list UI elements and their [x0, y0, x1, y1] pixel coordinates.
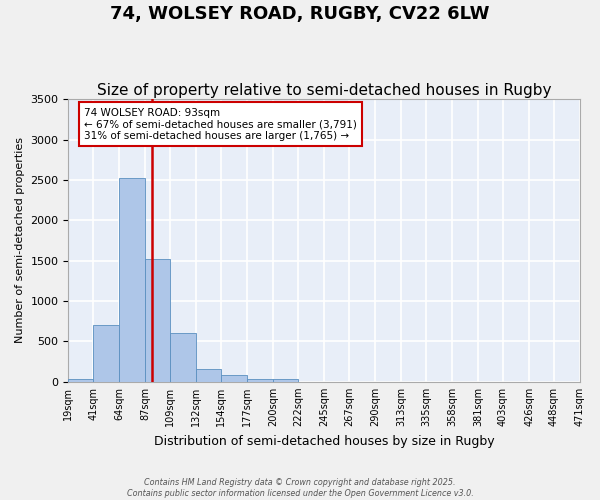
Text: 74 WOLSEY ROAD: 93sqm
← 67% of semi-detached houses are smaller (3,791)
31% of s: 74 WOLSEY ROAD: 93sqm ← 67% of semi-deta…	[84, 108, 356, 141]
Bar	[145, 259, 170, 382]
Bar	[68, 380, 93, 382]
Bar	[273, 380, 298, 382]
Bar	[221, 374, 247, 382]
Bar	[196, 369, 221, 382]
Text: Contains HM Land Registry data © Crown copyright and database right 2025.
Contai: Contains HM Land Registry data © Crown c…	[127, 478, 473, 498]
Text: 74, WOLSEY ROAD, RUGBY, CV22 6LW: 74, WOLSEY ROAD, RUGBY, CV22 6LW	[110, 5, 490, 23]
Bar	[247, 378, 273, 382]
X-axis label: Distribution of semi-detached houses by size in Rugby: Distribution of semi-detached houses by …	[154, 434, 494, 448]
Title: Size of property relative to semi-detached houses in Rugby: Size of property relative to semi-detach…	[97, 83, 551, 98]
Bar	[170, 332, 196, 382]
Y-axis label: Number of semi-detached properties: Number of semi-detached properties	[15, 138, 25, 344]
Bar	[94, 326, 119, 382]
Bar	[119, 178, 145, 382]
